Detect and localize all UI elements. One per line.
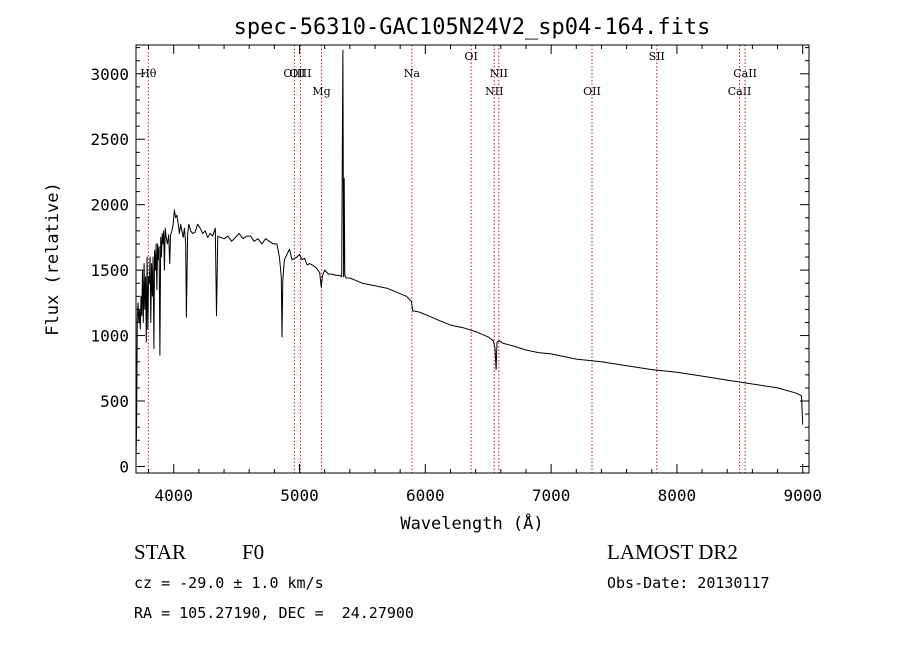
line-marker-label: OIII xyxy=(289,67,311,80)
line-marker-label: NII xyxy=(485,85,503,98)
coordinates: RA = 105.27190, DEC = 24.27900 xyxy=(134,604,414,622)
line-marker-label: Na xyxy=(404,67,421,80)
x-tick-label: 7000 xyxy=(532,486,571,505)
chart-title: spec-56310-GAC105N24V2_sp04-164.fits xyxy=(234,15,711,40)
line-marker-label: CaII xyxy=(733,67,757,80)
x-tick-label: 9000 xyxy=(783,486,822,505)
y-tick-label: 500 xyxy=(100,392,129,411)
y-tick-label: 1500 xyxy=(90,261,129,280)
x-axis-label: Wavelength (Å) xyxy=(400,512,543,534)
spectrum-line xyxy=(135,49,804,460)
line-marker-label: Hθ xyxy=(140,67,157,80)
object-class: STAR xyxy=(134,540,186,564)
line-marker-label: OI xyxy=(464,50,477,63)
y-tick-label: 1000 xyxy=(90,327,129,346)
y-tick-label: 2500 xyxy=(90,130,129,149)
y-axis-ticks: 0 500 1000 1500 2000 2500 3000 xyxy=(90,47,809,476)
y-tick-label: 0 xyxy=(119,457,129,476)
redshift-info: cz = -29.0 ± 1.0 km/s xyxy=(134,574,324,592)
line-marker-label: SII xyxy=(649,50,665,63)
observation-date: Obs-Date: 20130117 xyxy=(607,574,770,592)
plot-frame xyxy=(135,44,810,474)
x-tick-label: 6000 xyxy=(406,486,445,505)
survey-name: LAMOST DR2 xyxy=(607,540,738,564)
x-axis-ticks: 4000 5000 6000 7000 8000 9000 xyxy=(148,45,822,505)
line-marker-label: CaII xyxy=(728,85,752,98)
spectrum-series xyxy=(135,49,804,460)
line-marker-label: NII xyxy=(490,67,508,80)
x-tick-label: 5000 xyxy=(280,486,319,505)
line-marker-label: OIII xyxy=(283,67,305,80)
object-subclass: F0 xyxy=(242,540,265,564)
y-axis-label: Flux (relative) xyxy=(43,182,63,336)
line-marker-label: Mg xyxy=(312,85,330,98)
y-tick-label: 3000 xyxy=(90,65,129,84)
line-marker-label: OII xyxy=(583,85,601,98)
x-tick-label: 8000 xyxy=(658,486,697,505)
x-tick-label: 4000 xyxy=(154,486,193,505)
y-tick-label: 2000 xyxy=(90,196,129,215)
